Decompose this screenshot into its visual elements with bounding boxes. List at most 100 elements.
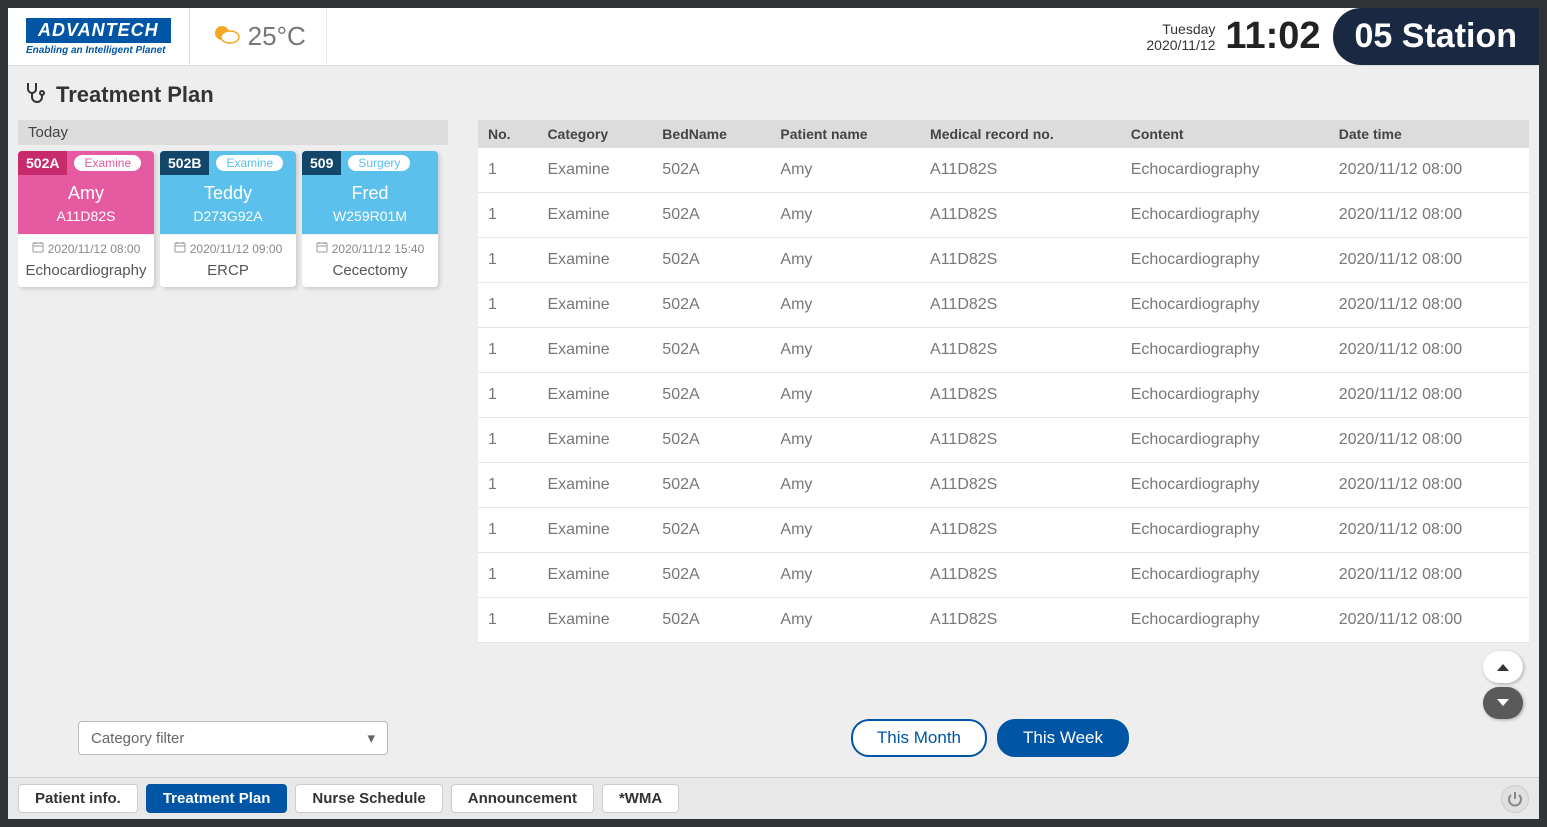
table-cell: 502A <box>652 598 770 643</box>
logo-tagline: Enabling an Intelligent Planet <box>26 45 171 56</box>
patient-card[interactable]: 502A Examine Amy A11D82S 2020/11/12 08:0… <box>18 151 154 287</box>
table-cell: 1 <box>478 463 537 508</box>
table-cell: Examine <box>537 283 652 328</box>
table-cell: 1 <box>478 193 537 238</box>
patient-card[interactable]: 502B Examine Teddy D273G92A 2020/11/12 0… <box>160 151 296 287</box>
table-row[interactable]: 1Examine502AAmyA11D82SEchocardiography20… <box>478 283 1529 328</box>
calendar-icon <box>316 241 328 256</box>
stethoscope-icon <box>22 80 46 110</box>
table-row[interactable]: 1Examine502AAmyA11D82SEchocardiography20… <box>478 193 1529 238</box>
temperature: 25°C <box>248 21 306 52</box>
card-bed: 502B <box>160 151 209 175</box>
table-column-header: Medical record no. <box>920 120 1121 148</box>
table-row[interactable]: 1Examine502AAmyA11D82SEchocardiography20… <box>478 508 1529 553</box>
table-cell: Amy <box>770 373 920 418</box>
datetime: Tuesday 2020/11/12 11:02 <box>1146 15 1332 58</box>
table-row[interactable]: 1Examine502AAmyA11D82SEchocardiography20… <box>478 418 1529 463</box>
table-cell: A11D82S <box>920 328 1121 373</box>
table-cell: Examine <box>537 418 652 463</box>
table-cell: 1 <box>478 553 537 598</box>
table-cell: A11D82S <box>920 148 1121 193</box>
table-cell: 502A <box>652 508 770 553</box>
table-cell: Amy <box>770 418 920 463</box>
table-column-header: Category <box>537 120 652 148</box>
table-cell: A11D82S <box>920 598 1121 643</box>
tab-nurse-schedule[interactable]: Nurse Schedule <box>295 784 442 813</box>
table-column-header: Content <box>1121 120 1329 148</box>
card-record-no: W259R01M <box>306 208 434 224</box>
table-cell: Examine <box>537 373 652 418</box>
station-badge: 05 Station <box>1333 8 1539 65</box>
table-cell: A11D82S <box>920 418 1121 463</box>
table-cell: 2020/11/12 08:00 <box>1329 553 1529 598</box>
card-patient-name: Teddy <box>164 183 292 204</box>
this-month-button[interactable]: This Month <box>851 719 987 757</box>
table-row[interactable]: 1Examine502AAmyA11D82SEchocardiography20… <box>478 328 1529 373</box>
table-cell: 2020/11/12 08:00 <box>1329 238 1529 283</box>
header-bar: ADVANTECH Enabling an Intelligent Planet… <box>8 8 1539 66</box>
table-row[interactable]: 1Examine502AAmyA11D82SEchocardiography20… <box>478 463 1529 508</box>
table-cell: Echocardiography <box>1121 463 1329 508</box>
table-cell: Examine <box>537 238 652 283</box>
table-cell: 1 <box>478 328 537 373</box>
card-tag: Examine <box>73 154 142 172</box>
scroll-up-button[interactable] <box>1483 651 1523 683</box>
scroll-down-button[interactable] <box>1483 687 1523 719</box>
tab-patient-info[interactable]: Patient info. <box>18 784 138 813</box>
table-row[interactable]: 1Examine502AAmyA11D82SEchocardiography20… <box>478 553 1529 598</box>
card-patient-name: Fred <box>306 183 434 204</box>
table-cell: Examine <box>537 193 652 238</box>
table-cell: 2020/11/12 08:00 <box>1329 148 1529 193</box>
table-cell: Echocardiography <box>1121 238 1329 283</box>
chevron-down-icon: ▾ <box>367 729 375 747</box>
tab-treatment-plan[interactable]: Treatment Plan <box>146 784 288 813</box>
table-cell: 502A <box>652 193 770 238</box>
table-row[interactable]: 1Examine502AAmyA11D82SEchocardiography20… <box>478 238 1529 283</box>
table-cell: 502A <box>652 238 770 283</box>
patient-card[interactable]: 509 Surgery Fred W259R01M 2020/11/12 15:… <box>302 151 438 287</box>
table-cell: 502A <box>652 418 770 463</box>
table-cell: A11D82S <box>920 283 1121 328</box>
logo-text: ADVANTECH <box>26 18 171 43</box>
tab-wma[interactable]: *WMA <box>602 784 679 813</box>
card-bed: 502A <box>18 151 67 175</box>
tab-announcement[interactable]: Announcement <box>451 784 594 813</box>
table-cell: 1 <box>478 283 537 328</box>
table-cell: Echocardiography <box>1121 373 1329 418</box>
table-cell: Examine <box>537 598 652 643</box>
table-row[interactable]: 1Examine502AAmyA11D82SEchocardiography20… <box>478 148 1529 193</box>
table-cell: Echocardiography <box>1121 283 1329 328</box>
table-cell: Examine <box>537 328 652 373</box>
table-row[interactable]: 1Examine502AAmyA11D82SEchocardiography20… <box>478 373 1529 418</box>
time: 11:02 <box>1225 15 1320 58</box>
table-cell: Echocardiography <box>1121 328 1329 373</box>
table-cell: 502A <box>652 373 770 418</box>
page-title: Treatment Plan <box>56 82 214 108</box>
table-cell: Amy <box>770 463 920 508</box>
table-cell: 502A <box>652 148 770 193</box>
table-cell: 2020/11/12 08:00 <box>1329 463 1529 508</box>
table-cell: 502A <box>652 283 770 328</box>
table-cell: 2020/11/12 08:00 <box>1329 373 1529 418</box>
calendar-icon <box>32 241 44 256</box>
table-column-header: No. <box>478 120 537 148</box>
table-cell: A11D82S <box>920 553 1121 598</box>
category-filter-dropdown[interactable]: Category filter ▾ <box>78 721 388 755</box>
table-cell: Examine <box>537 553 652 598</box>
table-cell: Examine <box>537 463 652 508</box>
table-cell: 2020/11/12 08:00 <box>1329 508 1529 553</box>
table-cell: Examine <box>537 148 652 193</box>
this-week-button[interactable]: This Week <box>997 719 1129 757</box>
card-datetime: 2020/11/12 09:00 <box>164 241 292 256</box>
table-row[interactable]: 1Examine502AAmyA11D82SEchocardiography20… <box>478 598 1529 643</box>
treatment-table: No.CategoryBedNamePatient nameMedical re… <box>478 120 1529 643</box>
power-button[interactable] <box>1501 785 1529 813</box>
table-cell: Amy <box>770 553 920 598</box>
table-cell: Amy <box>770 148 920 193</box>
table-cell: A11D82S <box>920 463 1121 508</box>
card-content: ERCP <box>164 262 292 279</box>
table-cell: 502A <box>652 328 770 373</box>
table-cell: 1 <box>478 418 537 463</box>
category-filter-label: Category filter <box>91 730 184 747</box>
card-tag: Examine <box>215 154 284 172</box>
